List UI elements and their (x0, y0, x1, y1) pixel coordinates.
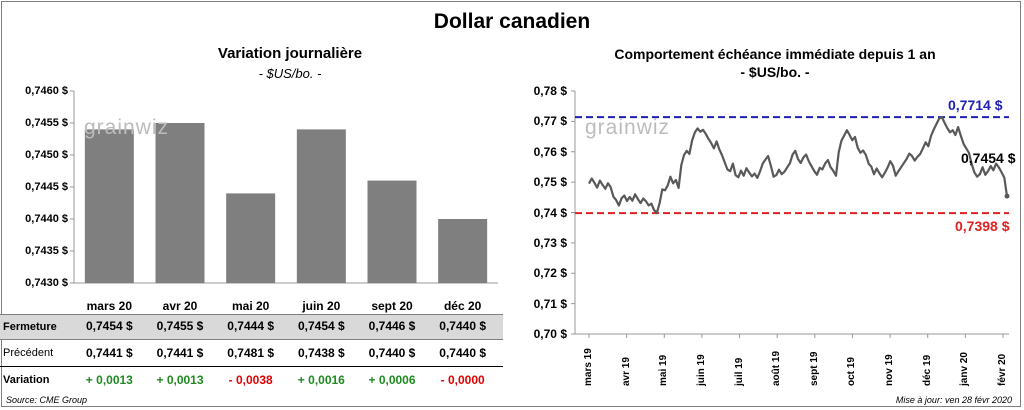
right-x-tick-label: nov 19 (884, 354, 896, 386)
left-y-tick-label: 0,7430 $ (25, 277, 68, 289)
left-y-tick-label: 0,7455 $ (25, 117, 68, 129)
previous-value-cell: 0,7440 $ (368, 346, 416, 360)
left-y-tick-label: 0,7440 $ (25, 213, 68, 225)
right-x-tick-label: oct 19 (846, 357, 858, 386)
left-chart-title: Variation journalière (217, 45, 363, 62)
price-series-line (588, 115, 1009, 214)
close-value-cell: 0,7446 $ (368, 319, 416, 333)
page-title: Dollar canadien (433, 10, 591, 33)
right-y-tick-label: 0,72 $ (533, 266, 567, 281)
previous-value-cell: 0,7438 $ (297, 346, 345, 360)
x-category-label: mai 20 (231, 299, 270, 313)
table-separator (0, 366, 503, 367)
update-note: Mise à jour: ven 28 févr 2020 (895, 395, 1012, 405)
previous-value-cell: 0,7441 $ (156, 346, 204, 360)
left-y-tick-label: 0,7450 $ (25, 149, 68, 161)
right-y-tick-label: 0,71 $ (533, 296, 567, 311)
row-label-variation: Variation (3, 374, 50, 386)
previous-value-cell: 0,7440 $ (439, 346, 487, 360)
left-y-tick-label: 0,7435 $ (25, 245, 68, 257)
right-x-tick-label: avr 19 (620, 357, 632, 386)
bar-2 (155, 123, 205, 283)
source-note: Source: CME Group (6, 395, 88, 405)
right-y-tick-label: 0,78 $ (533, 84, 567, 98)
left-y-tick-label: 0,7460 $ (25, 85, 68, 97)
high-value-label: 0,7714 $ (948, 97, 1003, 113)
x-category-label: mars 20 (86, 299, 133, 313)
previous-value-cell: 0,7441 $ (85, 346, 133, 360)
last-point (1004, 193, 1010, 199)
right-x-tick-label: juin 19 (695, 354, 707, 386)
right-x-tick-label: sept 19 (808, 351, 820, 386)
bar-5 (367, 180, 417, 283)
close-value-cell: 0,7455 $ (156, 319, 204, 333)
right-x-tick-label: mai 19 (658, 354, 670, 386)
right-x-tick-label: févr 20 (997, 353, 1008, 386)
bar-1 (84, 129, 134, 283)
right-x-tick-label: mars 19 (583, 348, 594, 386)
right-y-tick-label: 0,77 $ (533, 114, 567, 129)
previous-value-cell: 0,7481 $ (227, 346, 275, 360)
right-chart-title: Comportement échéance immédiate depuis 1… (614, 46, 936, 62)
close-value-cell: 0,7454 $ (85, 319, 133, 333)
right-y-tick-label: 0,74 $ (533, 205, 567, 220)
right-chart-subtitle: - $US/bo. - (740, 64, 810, 80)
right-y-tick-label: 0,75 $ (533, 175, 567, 190)
close-value-cell: 0,7440 $ (439, 319, 487, 333)
x-category-label: avr 20 (162, 299, 198, 313)
left-chart-subtitle: - $US/bo. - (258, 66, 322, 81)
variation-value-cell: + 0,0013 (156, 373, 204, 387)
close-value-cell: 0,7444 $ (227, 319, 275, 333)
bar-3 (226, 193, 276, 283)
left-watermark: grainwiz (84, 116, 170, 139)
variation-value-cell: + 0,0006 (368, 373, 416, 387)
row-label-prev: Précédent (3, 347, 54, 359)
x-category-label: juin 20 (302, 299, 341, 313)
row-label-close: Fermeture (3, 321, 57, 333)
left-y-tick-label: 0,7445 $ (25, 181, 68, 193)
x-category-label: sept 20 (371, 299, 413, 313)
right-y-tick-label: 0,73 $ (533, 235, 567, 250)
variation-value-cell: - 0,0038 (228, 373, 273, 387)
close-row-band (0, 314, 503, 340)
close-value-cell: 0,7454 $ (297, 319, 345, 333)
right-watermark: grainwiz (585, 116, 671, 139)
right-x-tick-label: janv 20 (959, 352, 971, 386)
last-value-label: 0,7454 $ (961, 150, 1016, 166)
right-y-tick-label: 0,76 $ (533, 144, 567, 159)
right-x-tick-label: août 19 (771, 350, 783, 386)
right-x-tick-label: juil 19 (733, 357, 745, 386)
bar-4 (296, 129, 346, 283)
right-x-tick-label: déc 19 (921, 354, 933, 386)
x-category-label: déc 20 (443, 299, 482, 313)
right-y-tick-label: 0,70 $ (533, 327, 567, 341)
variation-value-cell: + 0,0016 (297, 373, 345, 387)
variation-value-cell: - 0,0000 (440, 373, 485, 387)
low-value-label: 0,7398 $ (955, 218, 1010, 234)
bar-6 (438, 219, 488, 283)
variation-value-cell: + 0,0013 (85, 373, 133, 387)
